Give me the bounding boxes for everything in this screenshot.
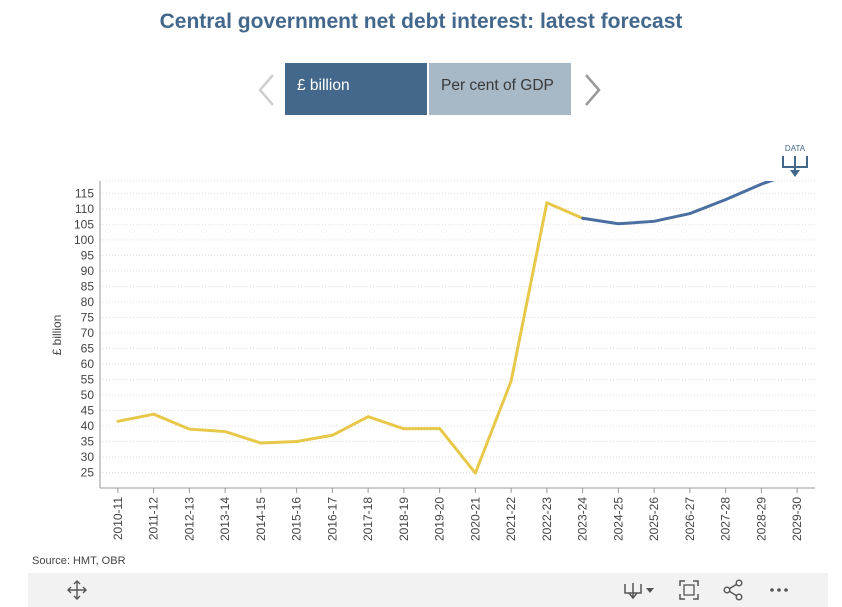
y-tick-label: 110 (75, 202, 94, 216)
x-tick-label: 2012-13 (182, 497, 196, 541)
data-download-button[interactable]: DATA (778, 143, 812, 179)
y-tick-label: 105 (74, 217, 94, 231)
x-tick-label: 2017-18 (361, 497, 375, 541)
next-arrow-icon[interactable] (577, 72, 607, 108)
x-tick-label: 2018-19 (397, 497, 411, 541)
x-tick-label: 2020-21 (468, 497, 482, 541)
x-tick-label: 2023-24 (576, 497, 590, 541)
more-options-icon[interactable] (768, 579, 790, 601)
x-tick-label: 2028-29 (754, 497, 768, 541)
data-button-label: DATA (785, 144, 806, 153)
y-tick-label: 50 (81, 388, 95, 402)
focus-mode-icon[interactable] (678, 579, 700, 601)
y-tick-label: 115 (75, 186, 94, 200)
prev-arrow-icon[interactable] (252, 72, 282, 108)
y-tick-label: 25 (81, 465, 95, 479)
x-tick-label: 2026-27 (683, 497, 697, 541)
series-group (116, 181, 775, 475)
x-tick-label: 2014-15 (254, 497, 268, 541)
x-tick-label: 2024-25 (611, 497, 625, 541)
x-tick-label: 2027-28 (719, 497, 733, 541)
download-icon[interactable] (622, 579, 656, 601)
y-tick-label: 100 (74, 233, 94, 247)
x-tick-label: 2021-22 (504, 497, 518, 541)
y-tick-label: 75 (81, 310, 95, 324)
x-tick-label: 2022-23 (540, 497, 554, 541)
x-tick-label: 2013-14 (218, 497, 232, 541)
x-tick-label: 2015-16 (290, 497, 304, 541)
y-tick-label: 55 (81, 372, 95, 386)
y-tick-label: 65 (81, 341, 95, 355)
x-tick-label: 2029-30 (790, 497, 804, 541)
y-tick-label: 90 (81, 264, 95, 278)
tab-gbp-billion[interactable]: £ billion (285, 63, 427, 115)
chart-title: Central government net debt interest: la… (159, 10, 683, 33)
y-tick-label: 95 (81, 248, 95, 262)
y-tick-label: 60 (81, 357, 95, 371)
y-tick-label: 40 (81, 419, 95, 433)
share-icon[interactable] (722, 579, 744, 601)
x-tick-label: 2016-17 (325, 497, 339, 541)
series-line-forecast (581, 181, 775, 226)
y-tick-label: 35 (81, 434, 95, 448)
toolbar (28, 573, 828, 607)
y-tick-label: 85 (81, 279, 95, 293)
x-tick-label: 2025-26 (647, 497, 661, 541)
move-icon[interactable] (66, 579, 88, 601)
x-tick-label: 2019-20 (433, 497, 447, 541)
x-tick-label: 2010-11 (111, 497, 125, 540)
series-line-outturn (116, 201, 585, 475)
x-tick-label: 2011-12 (147, 497, 161, 540)
y-tick-label: 70 (81, 326, 95, 340)
y-tick-label: 30 (81, 450, 95, 464)
y-tick-label: 45 (81, 403, 95, 417)
y-axis-title: £ billion (50, 315, 64, 356)
y-tick-label: 80 (81, 295, 95, 309)
source-note: Source: HMT, OBR (32, 555, 126, 567)
tab-percent-gdp[interactable]: Per cent of GDP (429, 63, 571, 115)
